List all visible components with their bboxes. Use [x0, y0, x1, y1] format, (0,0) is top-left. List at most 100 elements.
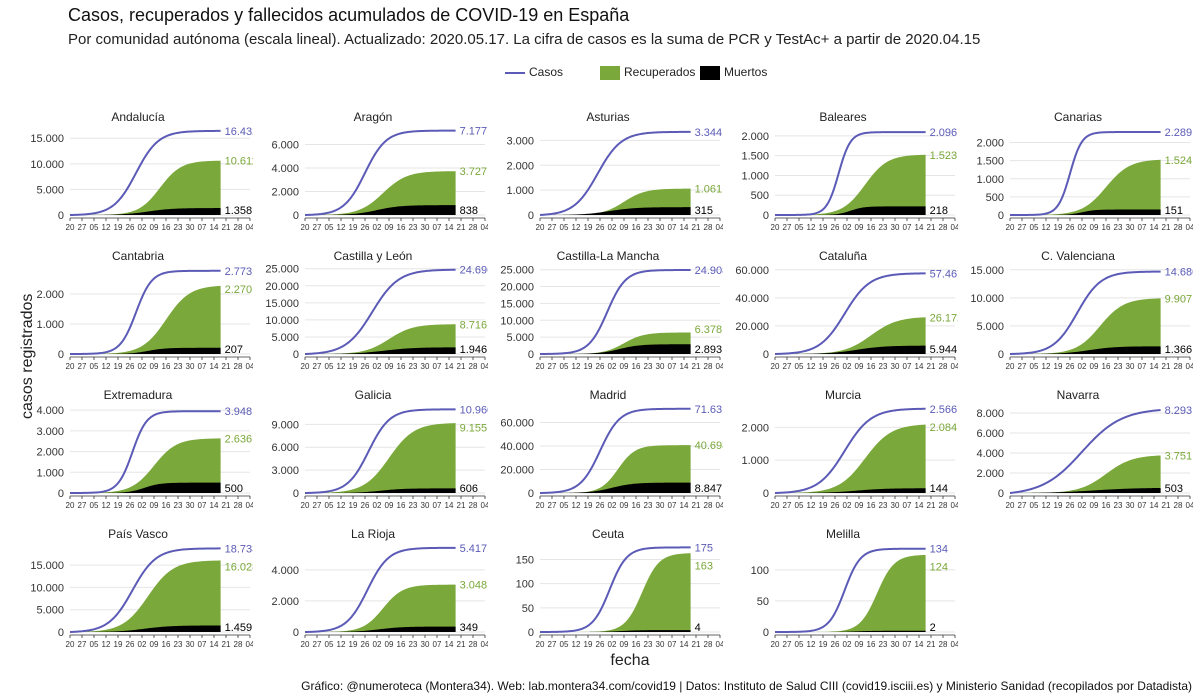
- x-tick-label: 05: [90, 223, 99, 232]
- x-tick-label: 04: [716, 501, 723, 510]
- x-tick-label: 02: [608, 501, 617, 510]
- x-tick-label: 09: [1090, 362, 1099, 371]
- x-tick-label: 12: [572, 223, 581, 232]
- panel-murcia: Murcia 0 1.000 2.000 2.566 2.084 144 20 27 05 12 19…: [728, 388, 958, 538]
- x-tick-label: 21: [692, 362, 701, 371]
- series-cases-line: [304, 546, 456, 633]
- panel-title: Melilla: [825, 527, 860, 541]
- x-tick-label: 27: [548, 501, 557, 510]
- x-tick-label: 30: [891, 223, 900, 232]
- x-tick-label: 16: [397, 501, 406, 510]
- x-tick-label: 19: [1054, 223, 1063, 232]
- x-tick-label: 07: [198, 223, 207, 232]
- y-tick-label: 0: [58, 210, 64, 222]
- x-tick-label: 26: [831, 640, 840, 649]
- x-tick-label: 07: [903, 223, 912, 232]
- x-tick-label: 02: [373, 640, 382, 649]
- x-tick-label: 04: [951, 362, 958, 371]
- series-cases-line: [539, 269, 691, 355]
- x-tick-label: 14: [445, 223, 454, 232]
- y-tick-label: 0: [528, 210, 534, 222]
- x-tick-label: 21: [222, 223, 231, 232]
- x-tick-label: 07: [433, 640, 442, 649]
- label-cases: 10.960: [460, 404, 488, 416]
- y-tick-label: 2.000: [976, 468, 1004, 480]
- x-tick-label: 12: [807, 362, 816, 371]
- x-tick-label: 28: [939, 640, 948, 649]
- x-tick-label: 05: [90, 362, 99, 371]
- panel-aragon: Aragón 0 2.000 4.000 6.000 7.177 3.727 838 20 27 0…: [258, 110, 488, 260]
- y-tick-label: 10.000: [265, 315, 299, 327]
- label-recovered: 26.172: [930, 312, 958, 324]
- x-tick-label: 14: [210, 223, 219, 232]
- panel-plot: 0 1.000 2.000 2.773 2.270 207 20 27 05 12 19 26 02 09…: [36, 266, 253, 371]
- x-tick-label: 28: [234, 362, 243, 371]
- y-tick-label: 0: [58, 488, 64, 500]
- x-tick-label: 16: [397, 223, 406, 232]
- panel-title: La Rioja: [350, 527, 396, 541]
- x-tick-label: 19: [819, 362, 828, 371]
- x-tick-label: 27: [783, 640, 792, 649]
- panel-cataluna: Cataluña 0 20.000 40.000 60.000 57.467 26.172 5…: [728, 249, 958, 399]
- x-tick-label: 02: [138, 362, 147, 371]
- x-tick-label: 09: [150, 640, 159, 649]
- x-tick-label: 20: [1006, 223, 1015, 232]
- x-tick-label: 12: [807, 223, 816, 232]
- x-tick-label: 19: [349, 362, 358, 371]
- x-tick-label: 09: [855, 501, 864, 510]
- x-tick-label: 14: [915, 362, 924, 371]
- label-recovered: 1.523: [930, 150, 958, 162]
- x-tick-label: 28: [1174, 223, 1183, 232]
- x-tick-label: 09: [855, 362, 864, 371]
- label-recovered: 3.048: [460, 580, 488, 592]
- x-tick-label: 27: [313, 362, 322, 371]
- x-tick-label: 14: [210, 501, 219, 510]
- series-cases-line: [539, 130, 691, 216]
- x-tick-label: 23: [644, 501, 653, 510]
- x-tick-label: 09: [150, 501, 159, 510]
- x-tick-label: 05: [560, 362, 569, 371]
- x-tick-label: 05: [560, 501, 569, 510]
- panel-galicia: Galicia03.0006.0009.00010.9609.155606202…: [258, 388, 488, 538]
- x-tick-label: 04: [246, 223, 253, 232]
- y-tick-label: 2.000: [741, 422, 769, 434]
- x-tick-label: 12: [572, 501, 581, 510]
- x-tick-label: 23: [174, 501, 183, 510]
- panel-ceuta: Ceuta 0 50 100 150 175 163 4 20 27 05 12 19 26 02 09 16 2…: [493, 527, 723, 677]
- label-cases: 57.467: [930, 268, 958, 280]
- x-tick-label: 02: [373, 501, 382, 510]
- x-tick-label: 02: [138, 640, 147, 649]
- x-tick-label: 14: [1150, 501, 1159, 510]
- label-deaths: 500: [225, 483, 243, 495]
- x-tick-label: 04: [951, 223, 958, 232]
- series-recovered-area: [1010, 159, 1161, 215]
- panel-plot: 05.00010.00015.00016.43210.6111.35820270…: [30, 126, 253, 232]
- x-tick-label: 09: [1090, 501, 1099, 510]
- label-deaths: 2.893: [695, 344, 723, 356]
- x-tick-label: 19: [114, 501, 123, 510]
- panel-plot: 0 50 100 150 175 163 4 20 27 05 12 19 26 02 09 16 23 30 07…: [516, 542, 723, 649]
- y-tick-label: 500: [986, 192, 1004, 204]
- x-tick-label: 28: [939, 223, 948, 232]
- series-deaths-area: [70, 347, 221, 354]
- y-tick-label: 10.000: [30, 159, 64, 171]
- panel-title: País Vasco: [108, 527, 168, 541]
- x-tick-label: 23: [409, 362, 418, 371]
- label-recovered: 2.636: [225, 433, 253, 445]
- x-tick-label: 20: [771, 640, 780, 649]
- panel-navarra: Navarra 0 2.000 4.000 6.000 8.000 8.293 3.751 50…: [963, 388, 1193, 538]
- label-cases: 5.417: [460, 543, 488, 555]
- x-tick-label: 27: [313, 223, 322, 232]
- panel-andalucia: Andalucía 0 5.000 10.000 15.000 16.432 10.611 1…: [23, 110, 253, 260]
- x-tick-label: 28: [704, 501, 713, 510]
- x-tick-label: 12: [572, 362, 581, 371]
- x-tick-label: 16: [1102, 362, 1111, 371]
- y-tick-label: 0: [528, 349, 534, 361]
- x-tick-label: 27: [1018, 501, 1027, 510]
- panel-plot: 0 1.000 2.000 3.000 4.000 3.948 2.636 500 20 27 05…: [36, 405, 253, 510]
- series-cases-line: [539, 407, 691, 494]
- series-recovered-area: [775, 424, 926, 493]
- series-recovered-area: [540, 445, 691, 493]
- panel-title: Ceuta: [591, 527, 625, 541]
- series-deaths-area: [305, 347, 456, 354]
